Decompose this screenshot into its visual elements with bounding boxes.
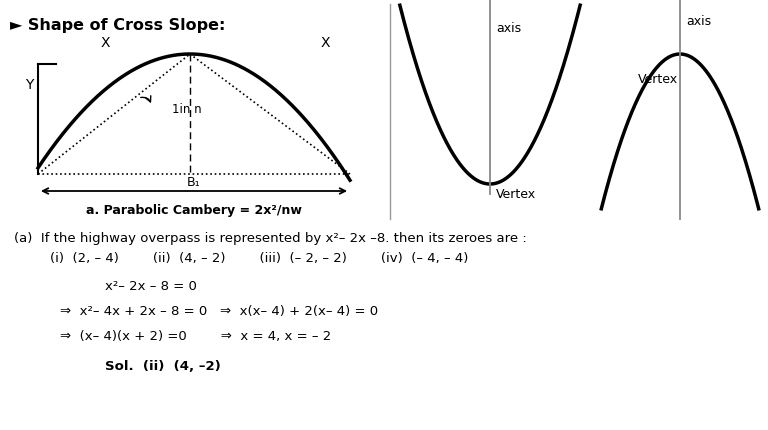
Text: ⇒  (x– 4)(x + 2) =0        ⇒  x = 4, x = – 2: ⇒ (x– 4)(x + 2) =0 ⇒ x = 4, x = – 2 [60, 329, 331, 342]
Text: (i)  (2, – 4)        (ii)  (4, – 2)        (iii)  (– 2, – 2)        (iv)  (– 4, : (i) (2, – 4) (ii) (4, – 2) (iii) (– 2, –… [50, 252, 468, 264]
Text: axis: axis [496, 22, 521, 35]
Text: Y: Y [25, 78, 33, 92]
Text: Sol.  (ii)  (4, –2): Sol. (ii) (4, –2) [105, 359, 220, 372]
Text: B₁: B₁ [187, 175, 200, 189]
Text: axis: axis [686, 15, 711, 28]
Text: 1in n: 1in n [172, 103, 202, 116]
Text: ⇒  x²– 4x + 2x – 8 = 0   ⇒  x(x– 4) + 2(x– 4) = 0: ⇒ x²– 4x + 2x – 8 = 0 ⇒ x(x– 4) + 2(x– 4… [60, 304, 378, 317]
Text: ► Shape of Cross Slope:: ► Shape of Cross Slope: [10, 18, 225, 33]
Text: (a)  If the highway overpass is represented by x²– 2x –8. then its zeroes are :: (a) If the highway overpass is represent… [14, 231, 527, 244]
Text: X: X [320, 36, 329, 50]
Text: X: X [101, 36, 110, 50]
Text: Vertex: Vertex [638, 73, 678, 86]
Text: a. Parabolic Cambery = 2x²/nw: a. Parabolic Cambery = 2x²/nw [86, 203, 302, 216]
Text: Vertex: Vertex [496, 187, 536, 200]
Text: x²– 2x – 8 = 0: x²– 2x – 8 = 0 [105, 280, 197, 292]
